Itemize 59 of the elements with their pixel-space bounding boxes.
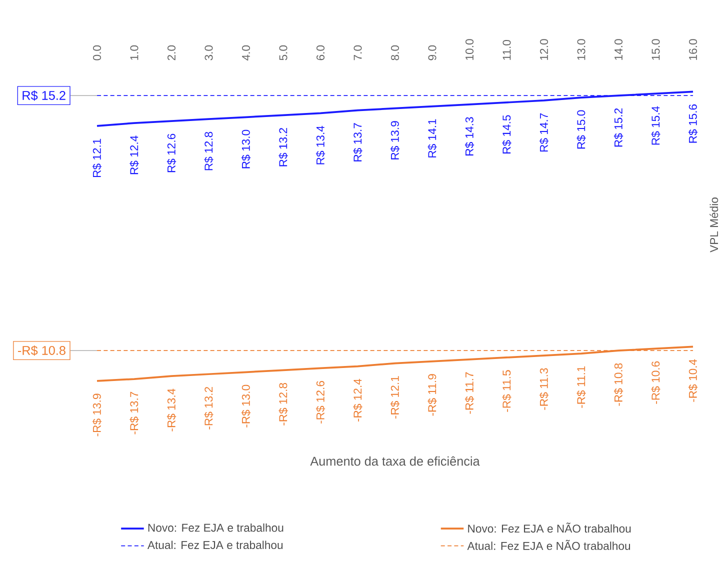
x-tick-label: 0.0	[93, 45, 102, 60]
data-label: R$ 14.1	[428, 119, 437, 158]
x-tick-label: 8.0	[391, 45, 400, 60]
data-label: -R$ 12.4	[353, 378, 362, 422]
data-label: R$ 12.1	[92, 138, 102, 178]
legend-label: Atual: Fez EJA e NÃO trabalhou	[467, 540, 630, 550]
data-label: R$ 13.9	[390, 121, 400, 160]
x-tick-label: 12.0	[540, 39, 548, 60]
x-tick-label: 15.0	[652, 39, 660, 60]
data-label: -R$ 11.3	[539, 368, 549, 410]
data-label: -R$ 13.4	[166, 388, 176, 432]
x-tick-label: 6.0	[316, 45, 325, 60]
data-label: R$ 14.3	[464, 117, 474, 156]
data-label: -R$ 13.7	[130, 392, 139, 434]
x-tick-label: 2.0	[168, 45, 176, 60]
data-label: R$ 14.7	[539, 113, 549, 152]
data-label: R$ 13.4	[316, 126, 326, 164]
x-tick-label: 1.0	[130, 45, 138, 60]
data-label: -R$ 12.8	[278, 382, 288, 426]
legend-label: Novo: Fez EJA e NÃO trabalhou	[468, 522, 631, 533]
data-label: R$ 15.0	[576, 110, 586, 149]
data-label: -R$ 12.6	[316, 381, 326, 424]
y-axis-title: VPL Médio	[710, 198, 718, 252]
data-label: R$ 12.6	[166, 134, 176, 172]
data-label: R$ 13.2	[278, 128, 288, 166]
data-label: -R$ 10.8	[614, 363, 624, 406]
x-tick-label: 16.0	[689, 39, 698, 60]
legend-label: Atual: Fez EJA e trabalhou	[147, 540, 283, 550]
data-label: -R$ 13.9	[92, 394, 102, 436]
data-label: -R$ 10.6	[651, 361, 660, 404]
data-label: R$ 15.2	[614, 108, 624, 147]
data-label: -R$ 11.5	[502, 370, 512, 412]
data-label: R$ 15.4	[651, 106, 660, 145]
text: R$ 15.2	[22, 90, 66, 101]
data-label: -R$ 13.0	[241, 384, 251, 428]
data-label: R$ 15.6	[688, 104, 698, 143]
data-label: R$ 12.4	[130, 136, 139, 174]
data-label: -R$ 10.4	[688, 359, 698, 402]
x-tick-label: 11.0	[502, 40, 511, 60]
data-label: R$ 13.7	[353, 123, 362, 162]
x-tick-label: 4.0	[242, 45, 250, 60]
data-label: R$ 13.0	[241, 130, 251, 168]
data-label: -R$ 13.2	[204, 386, 214, 430]
data-label: -R$ 11.7	[464, 372, 474, 414]
data-label: R$ 12.8	[204, 132, 214, 170]
data-label: -R$ 11.1	[576, 366, 586, 408]
data-label: -R$ 11.9	[428, 374, 437, 416]
legend-label: Novo: Fez EJA e trabalhou	[148, 523, 284, 532]
data-label: R$ 14.5	[502, 115, 512, 154]
text: -R$ 10.8	[18, 345, 66, 356]
x-tick-label: 9.0	[428, 45, 436, 60]
x-tick-label: 7.0	[354, 45, 362, 60]
text: Aumento da taxa de eficiência	[310, 456, 480, 466]
x-tick-label: 10.0	[466, 39, 474, 60]
x-tick-label: 3.0	[204, 45, 213, 60]
x-tick-label: 5.0	[279, 45, 288, 60]
x-tick-label: 14.0	[614, 39, 623, 60]
data-label: -R$ 12.1	[390, 376, 400, 419]
x-tick-label: 13.0	[577, 39, 586, 60]
